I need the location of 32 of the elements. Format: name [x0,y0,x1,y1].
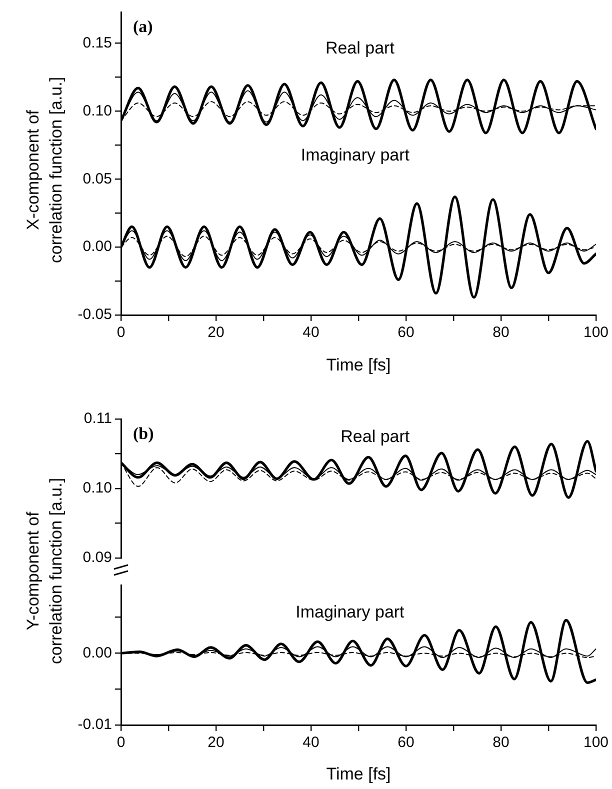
x-tick-label: 0 [116,734,126,752]
x-tick-label: 100 [583,324,609,342]
x-tick-label: 20 [208,734,224,752]
x-tick-label: 60 [398,734,414,752]
x-axis-title: Time [fs] [326,355,391,374]
annotation: (a) [133,17,153,36]
x-tick-label: 40 [302,324,320,342]
x-tick-label: 100 [583,734,609,752]
x-tick-label: 80 [492,324,510,342]
y-axis-title: Y-component of correlation function [a.u.] [22,476,66,666]
y-axis-title: X-component of correlation function [a.u.] [22,76,66,266]
annotation: Real part [340,427,410,446]
x-tick-label: 40 [302,734,320,752]
annotation: Imaginary part [300,146,410,165]
y-tick-label: 0.00 [82,644,112,662]
y-tick-label: 0.10 [82,102,112,120]
y-tick-label: 0.05 [82,170,112,188]
x-tick-label: 80 [492,734,510,752]
x-axis-title: Time [fs] [326,764,391,784]
y-tick-label: -0.05 [78,306,112,324]
x-tick-label: 0 [116,324,126,342]
x-tick-label: 20 [208,324,224,342]
y-tick-label: 0.09 [82,549,112,566]
x-tick-label: 60 [398,324,414,342]
y-tick-label: 0.00 [82,238,112,256]
y-tick-label: 0.10 [82,480,112,497]
annotation: (b) [133,424,154,443]
annotation: Imaginary part [296,602,405,622]
y-tick-label: 0.15 [82,34,112,52]
y-tick-label: -0.01 [78,716,112,734]
y-tick-label: 0.11 [84,410,112,428]
annotation: Real part [325,38,395,58]
